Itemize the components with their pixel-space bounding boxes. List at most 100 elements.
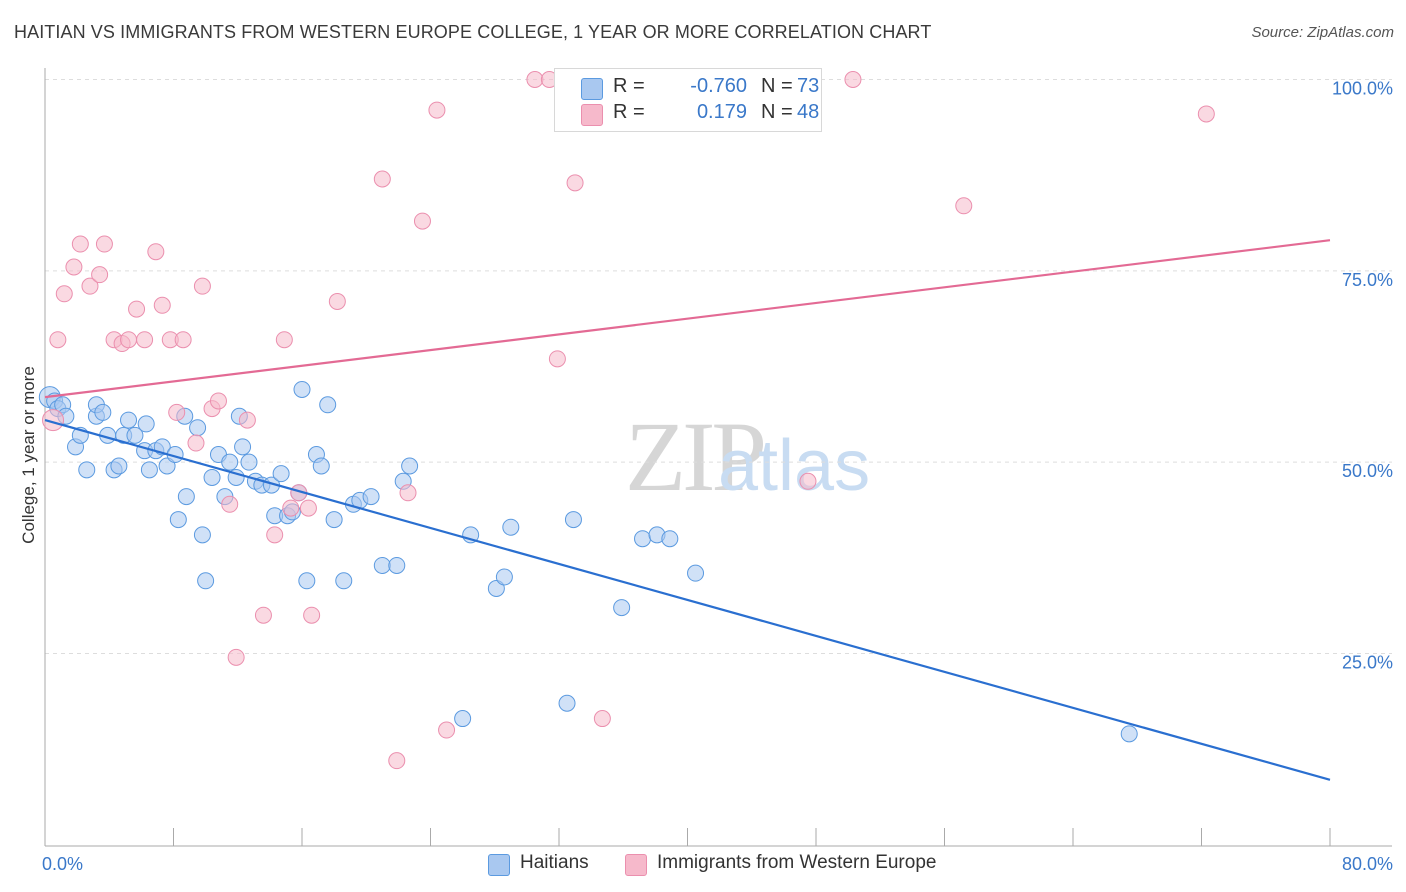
western-europe-point	[266, 526, 284, 544]
n-label: N =	[761, 101, 793, 123]
haitians-point	[613, 599, 631, 617]
haitians-point	[94, 403, 112, 421]
haitians-point	[193, 526, 211, 544]
haitians-point	[189, 419, 207, 437]
n-label: N =	[761, 75, 793, 97]
haitians-trend-line	[44, 419, 1331, 781]
western-europe-point	[153, 296, 171, 314]
trend-lines	[44, 239, 1331, 781]
western-europe-point	[65, 258, 83, 276]
haitians-point	[234, 438, 252, 456]
western-europe-point	[438, 721, 456, 739]
western-europe-point	[955, 197, 973, 215]
source-label: Source: ZipAtlas.com	[1251, 24, 1394, 41]
western-europe-point	[799, 472, 817, 490]
western-europe-point	[548, 350, 566, 368]
western-europe-point	[147, 243, 165, 261]
legend-label-haitians: Haitians	[520, 852, 589, 873]
western-europe-point	[373, 170, 391, 188]
western-europe-point	[136, 331, 154, 349]
western-europe-point	[187, 434, 205, 452]
haitians-point	[687, 564, 705, 582]
haitians-point	[661, 530, 679, 548]
western-europe-point	[303, 606, 321, 624]
western-europe-point	[282, 499, 300, 517]
haitians-point	[272, 465, 290, 483]
western-europe-point	[55, 285, 73, 303]
legend-swatch-haitians	[581, 78, 603, 100]
western-europe-point	[413, 212, 431, 230]
grid	[45, 79, 1392, 654]
western-europe-point	[209, 392, 227, 410]
western-europe-point	[193, 277, 211, 295]
haitians-point	[373, 556, 391, 574]
haitians-point	[362, 488, 380, 506]
haitians-point	[388, 556, 406, 574]
stats-legend: R = -0.760 N = 73 R = 0.179 N = 48	[554, 68, 822, 132]
western-europe-point	[71, 235, 89, 253]
legend-swatch-haitians	[488, 854, 510, 876]
western-europe-point	[428, 101, 446, 119]
watermark-zip: ZIP	[625, 401, 763, 512]
western-europe-point	[526, 71, 544, 88]
western-europe-point	[95, 235, 113, 253]
western-europe-point	[168, 403, 186, 421]
haitians-point	[558, 694, 576, 712]
western-europe-point	[174, 331, 192, 349]
haitians-point	[495, 568, 513, 586]
n-value: 73	[797, 75, 820, 97]
haitians-point	[502, 518, 520, 536]
r-label: R =	[613, 75, 645, 97]
western-europe-point	[299, 499, 317, 517]
y-tick-label: 50.0%	[1342, 461, 1393, 481]
western-europe-point	[844, 71, 862, 88]
western-europe-point	[238, 411, 256, 429]
western-europe-point	[91, 266, 109, 284]
haitians-point	[120, 411, 138, 429]
haitians-point	[298, 572, 316, 590]
legend-label-western-europe: Immigrants from Western Europe	[657, 852, 937, 873]
haitians-point	[110, 457, 128, 475]
legend-swatch-western-europe	[625, 854, 647, 876]
haitians-point	[325, 511, 343, 529]
n-value: 48	[797, 101, 820, 123]
y-tick-label: 75.0%	[1342, 270, 1393, 290]
haitians-point	[140, 461, 158, 479]
western-europe-point	[221, 495, 239, 513]
haitians-point	[634, 530, 652, 548]
legend-swatch-western-europe	[581, 104, 603, 126]
tick-labels: 25.0% 50.0% 75.0% 100.0% 0.0% 80.0%	[42, 79, 1393, 875]
haitians-point	[137, 415, 155, 433]
chart-title: HAITIAN VS IMMIGRANTS FROM WESTERN EUROP…	[14, 22, 932, 42]
western-europe-point	[593, 710, 611, 728]
y-tick-label: 100.0%	[1332, 79, 1393, 99]
haitians-point	[312, 457, 330, 475]
western-europe-point	[566, 174, 584, 192]
western-europe-point	[1197, 105, 1215, 123]
western-europe-point	[128, 300, 146, 318]
western-europe-point	[399, 484, 417, 502]
haitians-point	[169, 511, 187, 529]
r-value: 0.179	[696, 101, 747, 123]
haitians-point	[564, 511, 582, 529]
haitians-point	[221, 453, 239, 471]
haitians-point	[126, 426, 144, 444]
haitians-point	[454, 710, 472, 728]
y-tick-label: 25.0%	[1342, 653, 1393, 673]
axes	[44, 68, 1392, 847]
western-europe-point	[328, 292, 346, 310]
haitians-point	[78, 461, 96, 479]
haitians-point	[1120, 725, 1138, 743]
haitians-point	[177, 488, 195, 506]
watermark-atlas: atlas	[718, 426, 870, 506]
western-europe-trend-line	[44, 239, 1331, 399]
western-europe-point	[49, 331, 67, 349]
x-tick-label: 0.0%	[42, 854, 83, 874]
western-europe-point	[42, 409, 65, 432]
haitians-point	[401, 457, 419, 475]
haitians-point	[203, 468, 221, 486]
haitians-point	[197, 572, 215, 590]
haitians-point	[335, 572, 353, 590]
x-tick-label: 80.0%	[1342, 854, 1393, 874]
